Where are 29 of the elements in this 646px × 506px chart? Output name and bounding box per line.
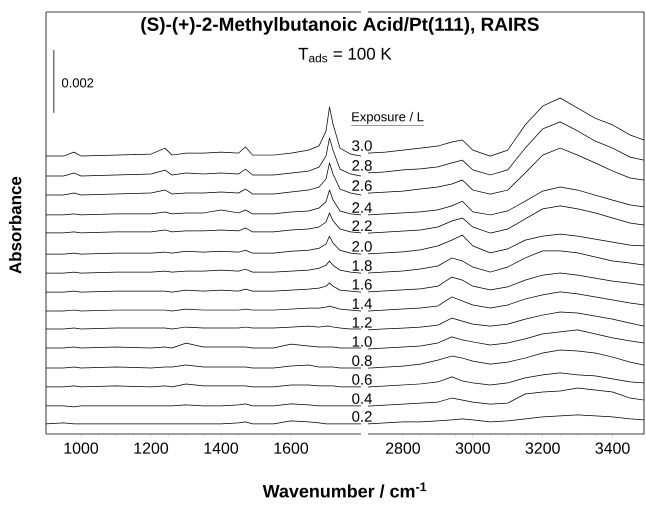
x-tick-label: 2800	[386, 442, 420, 454]
x-tick-label: 3200	[526, 442, 560, 454]
series-label: 0.2	[352, 411, 372, 422]
x-tick-label: 3000	[456, 442, 490, 454]
series-label: 3.0	[352, 140, 372, 151]
chart-title: (S)-(+)-2-Methylbutanoic Acid/Pt(111), RAIRS	[141, 17, 539, 35]
series-label: 2.0	[352, 241, 372, 252]
text: 0.002	[62, 78, 94, 88]
legend-title: Exposure / L	[352, 112, 424, 124]
x-tick-label: 1600	[274, 442, 308, 454]
series-label: 2.6	[352, 180, 372, 191]
x-tick-label: 3400	[595, 442, 630, 454]
series-label: 0.6	[352, 374, 372, 385]
series-label: 2.2	[352, 220, 372, 231]
series-label: 2.4	[352, 202, 372, 213]
y-axis-title: Absorbance	[8, 176, 22, 274]
series-label: 1.2	[352, 317, 372, 328]
series-label: 1.6	[352, 279, 372, 290]
x-tick-label: 1400	[204, 442, 238, 454]
x-tick-label: 1200	[134, 442, 168, 454]
x-tick-label: 1000	[64, 442, 98, 454]
chart-subtitle: T$_{ads}$ = 100 K	[298, 48, 392, 62]
x-axis-title: Wavenumber / cm$^{-1}$	[262, 482, 426, 498]
series-label: 1.0	[352, 336, 372, 347]
series-label: 2.8	[352, 160, 372, 171]
series-label: 0.8	[352, 355, 372, 366]
series-label: 1.8	[352, 260, 372, 271]
series-label: 0.4	[352, 393, 372, 404]
series-label: 1.4	[352, 298, 372, 309]
